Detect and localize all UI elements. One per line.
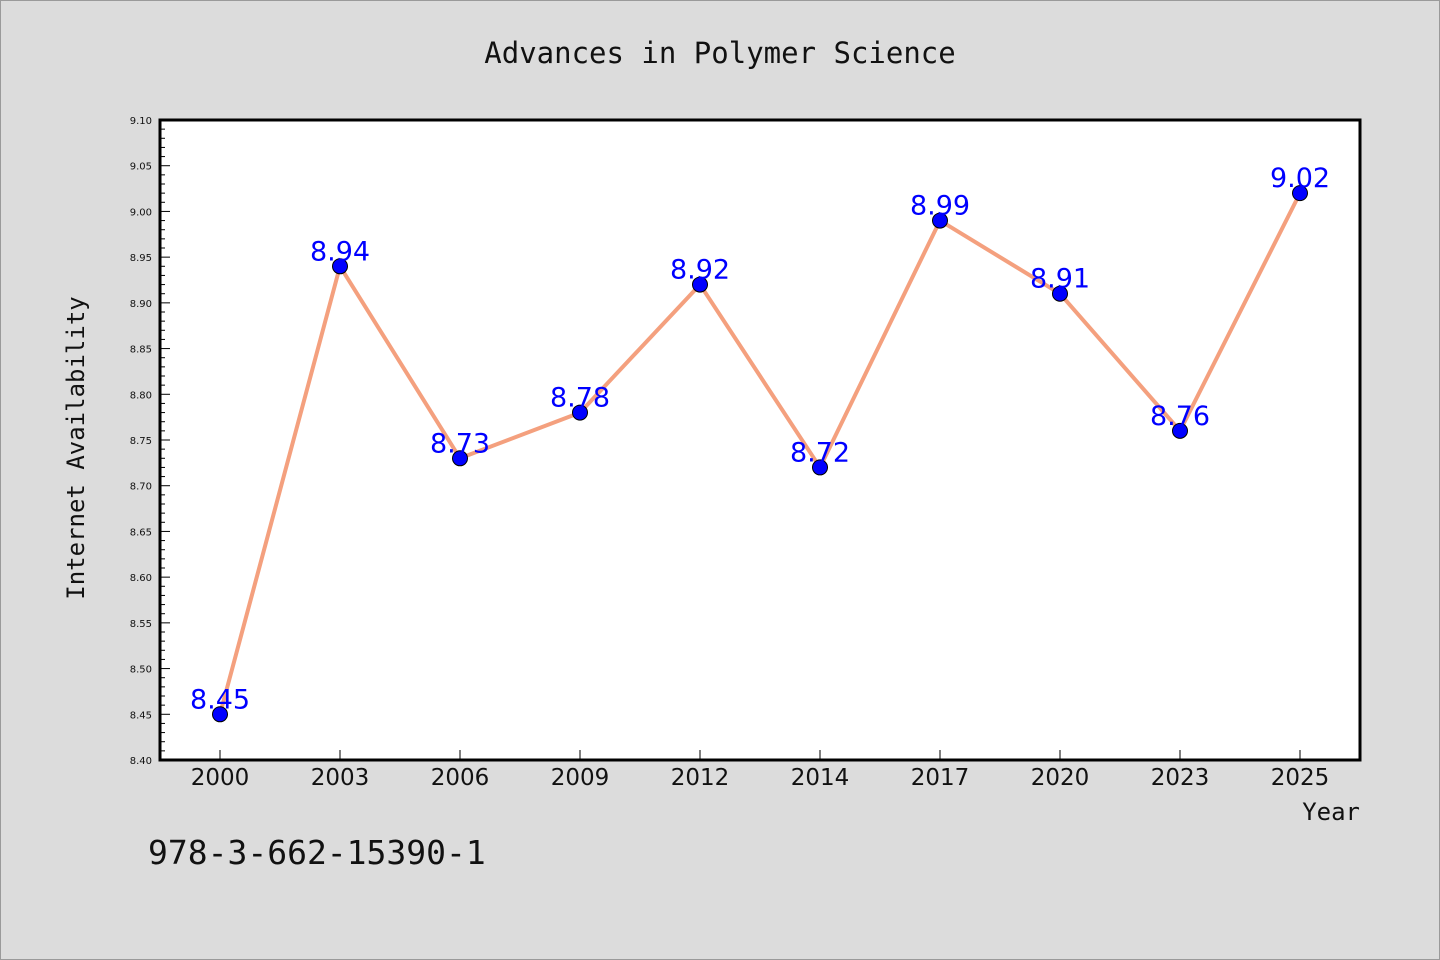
data-label: 9.02 xyxy=(1270,163,1330,194)
plot-frame xyxy=(158,118,1362,762)
y-tick-label: 8.90 xyxy=(130,299,152,310)
data-point xyxy=(692,276,708,293)
data-point xyxy=(212,706,228,723)
chart-title: Advances in Polymer Science xyxy=(484,36,955,70)
y-tick-label: 8.95 xyxy=(130,253,152,264)
data-label: 8.45 xyxy=(190,684,250,715)
data-point xyxy=(1172,422,1188,439)
data-point xyxy=(452,450,468,467)
data-point xyxy=(1052,285,1068,302)
y-tick-label: 8.45 xyxy=(130,710,152,721)
data-point xyxy=(332,258,348,275)
y-tick-label: 8.85 xyxy=(130,345,152,356)
data-label: 8.91 xyxy=(1030,264,1090,295)
x-tick-label: 2017 xyxy=(911,765,970,791)
x-tick-label: 2023 xyxy=(1151,765,1210,791)
data-point xyxy=(932,212,948,229)
x-tick-label: 2020 xyxy=(1031,765,1090,791)
y-tick-label: 9.05 xyxy=(130,162,152,173)
isbn-footer: 978-3-662-15390-1 xyxy=(148,833,486,872)
x-tick-label: 2003 xyxy=(311,765,370,791)
x-tick-label: 2006 xyxy=(431,765,490,791)
x-tick-label: 2000 xyxy=(191,765,250,791)
data-point xyxy=(812,459,828,476)
y-tick-label: 8.70 xyxy=(130,482,152,493)
y-tick-label: 9.10 xyxy=(130,116,152,127)
data-point xyxy=(1292,185,1308,202)
y-tick-label: 8.40 xyxy=(130,756,152,767)
y-tick-label: 8.55 xyxy=(130,619,152,630)
y-tick-label: 9.00 xyxy=(130,207,152,218)
data-label: 8.94 xyxy=(310,236,370,267)
data-point xyxy=(572,404,588,421)
data-label: 8.76 xyxy=(1150,401,1210,432)
y-tick-label: 8.60 xyxy=(130,573,152,584)
x-tick-label: 2012 xyxy=(671,765,730,791)
data-label: 8.99 xyxy=(910,191,970,222)
x-axis-title: Year xyxy=(1302,798,1360,826)
x-tick-label: 2014 xyxy=(791,765,850,791)
x-tick-label: 2025 xyxy=(1271,765,1330,791)
plot-area xyxy=(160,120,1360,760)
data-label: 8.78 xyxy=(550,383,610,414)
x-tick-label: 2009 xyxy=(551,765,610,791)
series-line xyxy=(218,192,1302,715)
data-label: 8.72 xyxy=(790,437,850,468)
y-tick-label: 8.75 xyxy=(130,436,152,447)
series-layer: 8.45 8.94 8.73 8.78 8.92 8.72 8.99 8.91 8.76 9.02 xyxy=(190,163,1330,723)
data-label: 8.73 xyxy=(430,428,490,459)
x-axis: 2000 2003 2006 2009 2012 2014 2017 2020 2023 2025 xyxy=(191,750,1330,791)
y-tick-label: 8.80 xyxy=(130,390,152,401)
y-tick-label: 8.65 xyxy=(130,527,152,538)
y-axis-title: Internet Availability xyxy=(62,296,90,599)
y-tick-label: 8.50 xyxy=(130,665,152,676)
data-label: 8.92 xyxy=(670,255,730,286)
